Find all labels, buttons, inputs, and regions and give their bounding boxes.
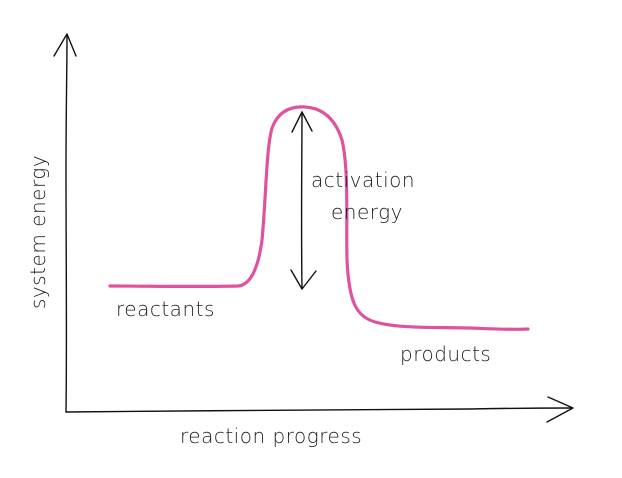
activation-energy-label-line1: activation	[311, 168, 415, 192]
activation-energy-arrowhead-down	[290, 269, 317, 290]
y-axis-label: system energy	[26, 155, 50, 309]
x-axis-label: reaction progress	[180, 424, 362, 448]
y-axis-arrowhead	[53, 33, 77, 57]
x-axis-arrowhead	[546, 396, 574, 423]
activation-energy-arrowhead-up	[291, 111, 313, 133]
products-label: products	[400, 342, 491, 366]
reactants-label: reactants	[116, 297, 215, 321]
activation-energy-label-line2: energy	[331, 200, 403, 224]
energy-curve	[108, 105, 530, 332]
x-axis-line	[65, 407, 573, 413]
y-axis-line	[65, 34, 68, 413]
